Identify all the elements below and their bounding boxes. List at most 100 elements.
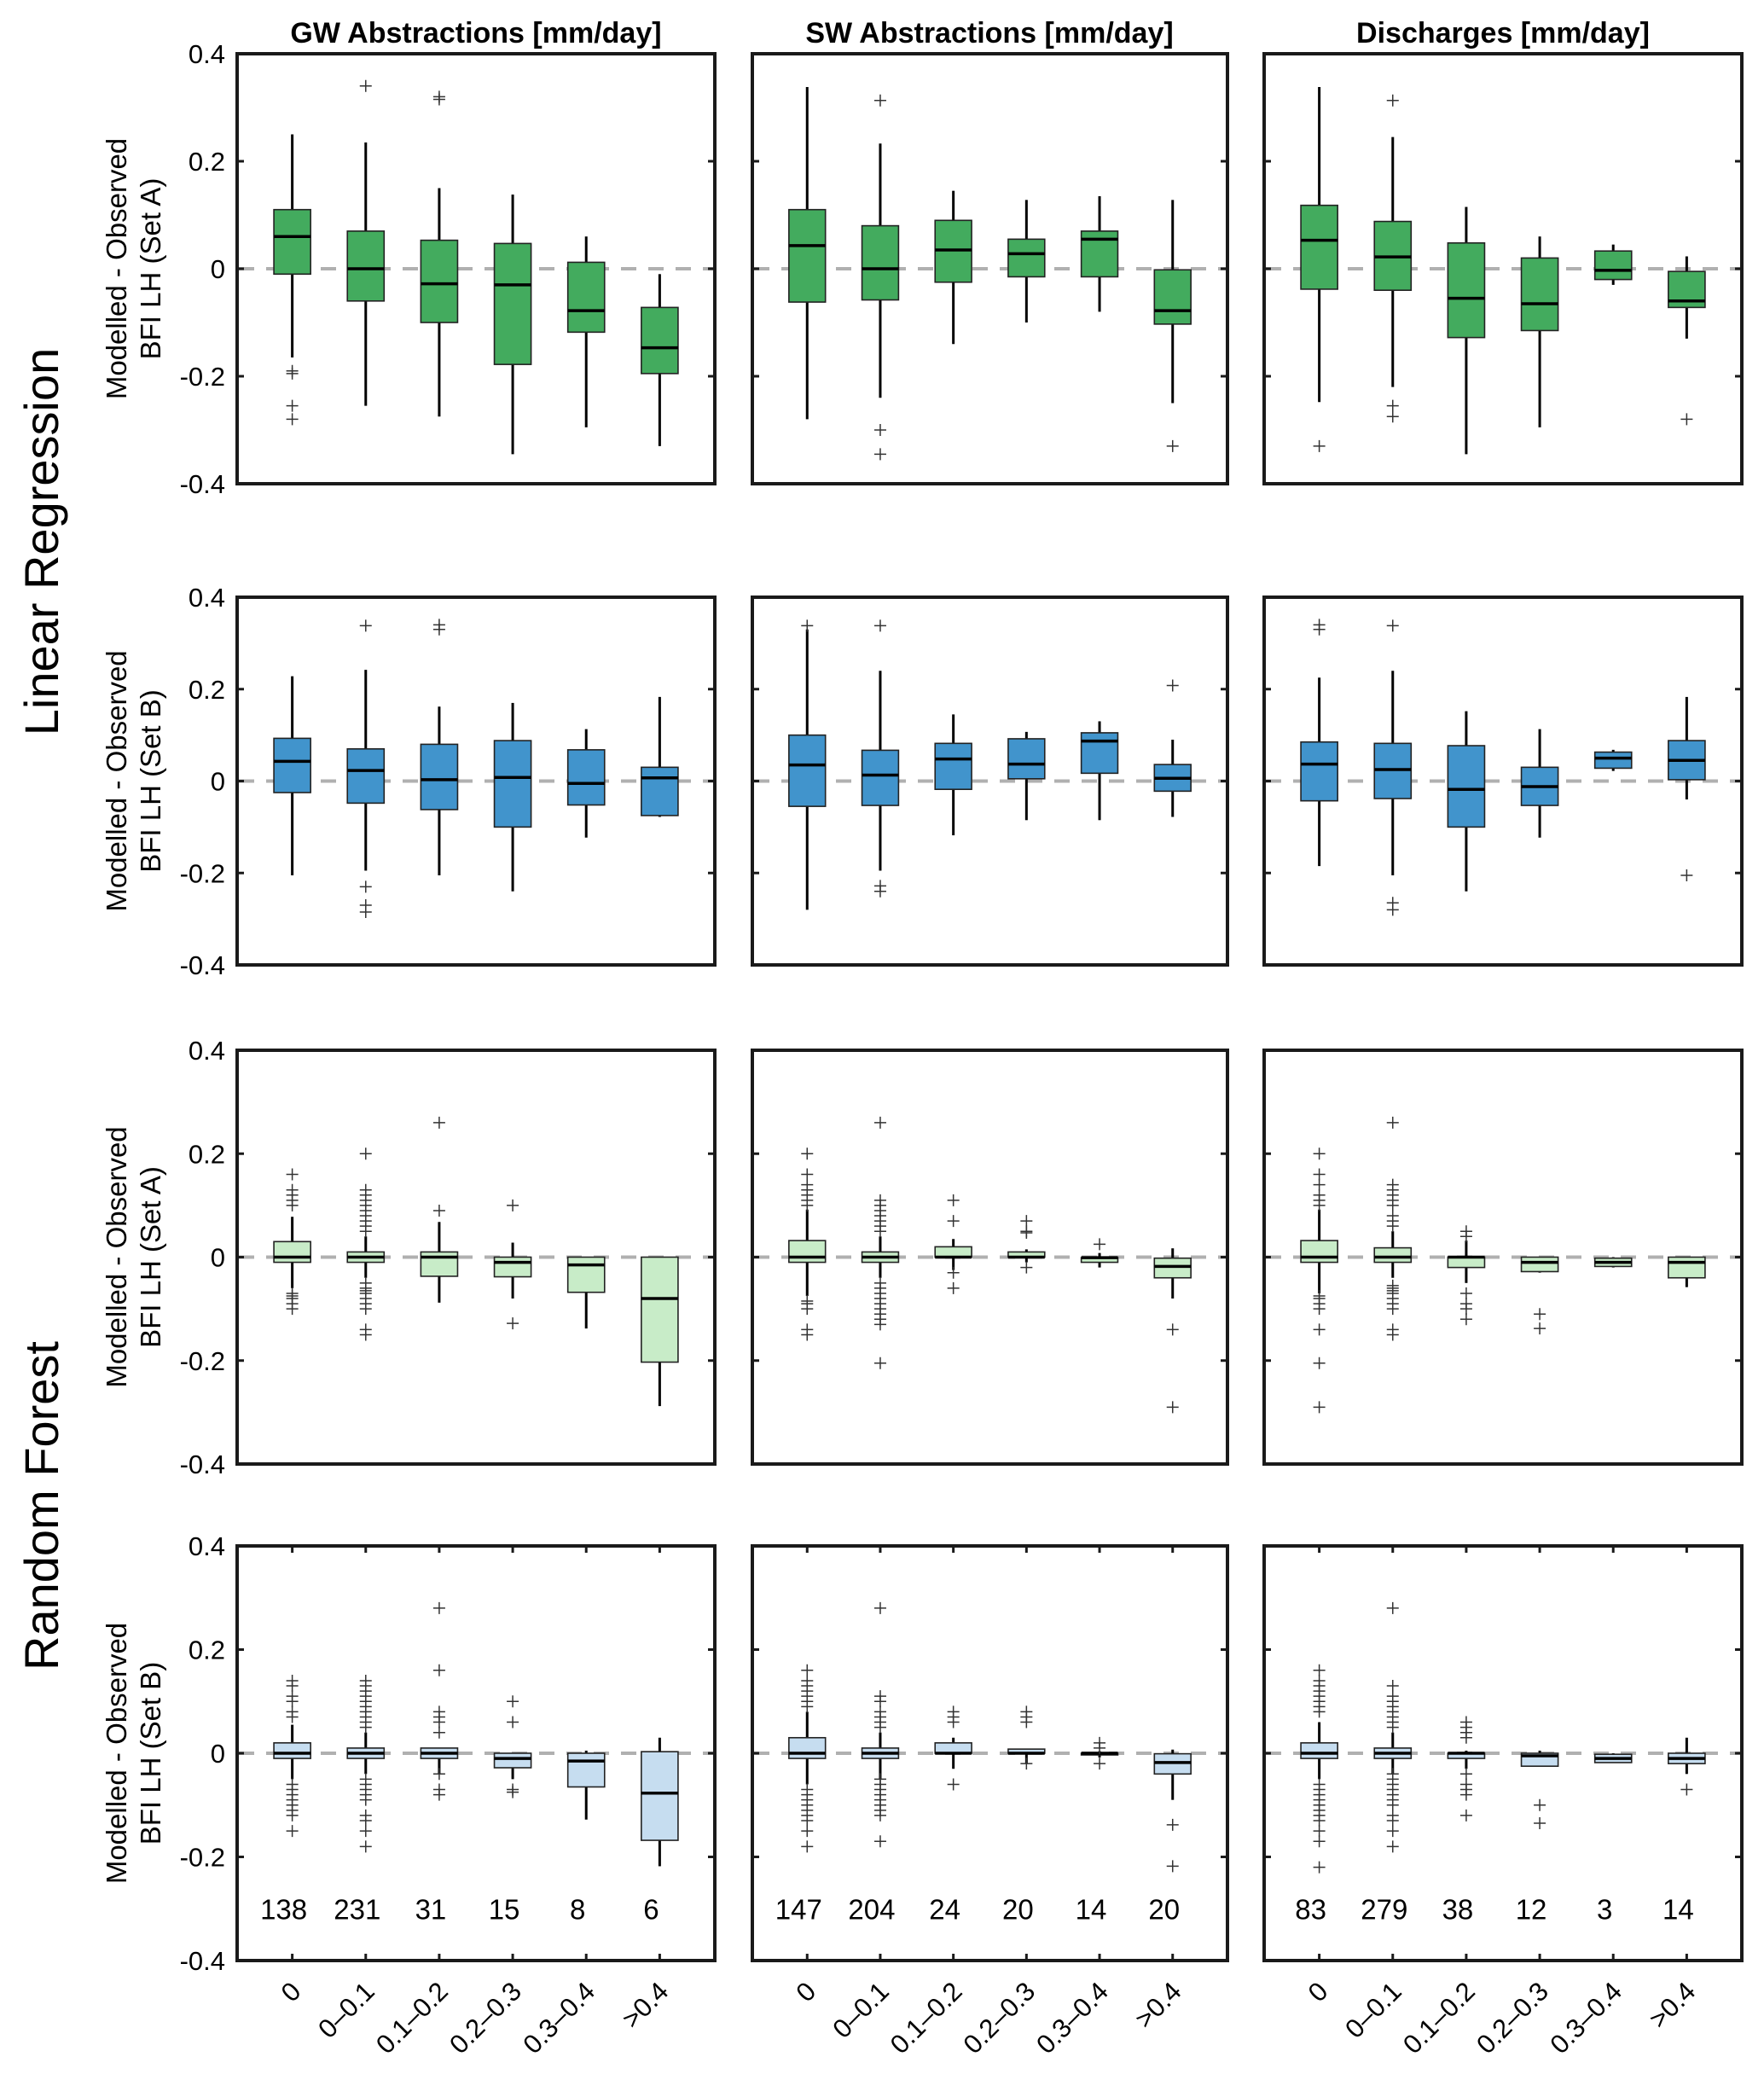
box-0–0.1 — [346, 1147, 386, 1341]
outlier-marker — [1313, 1814, 1326, 1827]
outlier-marker — [873, 1695, 886, 1708]
outlier-marker — [1386, 1303, 1399, 1316]
panel-r4-c3: 0 83 0–0.1 279 0.1–0.2 38 0.2–0.3 12 0.3–0.4 3 >0.… — [1262, 1544, 1744, 2060]
box-0 — [273, 1168, 311, 1316]
outlier-marker — [1534, 1308, 1546, 1321]
panel-r3-c2 — [751, 1049, 1229, 1466]
iqr-box — [934, 1246, 972, 1258]
iqr-box — [1520, 1256, 1559, 1273]
box-0.2–0.3 — [1520, 236, 1559, 427]
column-title-gw: GW Abstractions [mm/day] — [290, 17, 661, 49]
outlier-marker — [1094, 1238, 1106, 1251]
iqr-box — [273, 208, 311, 276]
x-tick-label: 0.2–0.3 — [444, 1976, 527, 2060]
outlier-marker — [1386, 1601, 1399, 1614]
panel-r2-c3 — [1262, 596, 1744, 967]
outlier-marker — [947, 1778, 960, 1791]
panel-r3-c3 — [1262, 1049, 1744, 1466]
outlier-marker — [1386, 1798, 1399, 1811]
outlier-marker — [873, 619, 886, 632]
panel-r3-c1 — [235, 1049, 717, 1466]
sample-count-label: 3 — [1597, 1893, 1612, 1925]
outlier-marker — [1680, 413, 1693, 426]
outlier-marker — [1534, 1817, 1546, 1830]
outlier-marker — [286, 1695, 299, 1708]
outlier-marker — [286, 1809, 299, 1821]
outlier-marker — [432, 1601, 445, 1614]
outlier-marker — [1313, 1401, 1326, 1414]
box-0 — [273, 676, 311, 875]
outlier-marker — [873, 1721, 886, 1734]
box-0.2–0.3 — [493, 1695, 532, 1798]
outlier-marker — [1459, 1287, 1472, 1299]
outlier-marker — [1313, 1357, 1326, 1369]
outlier-marker — [1386, 1825, 1399, 1838]
outlier-marker — [359, 1721, 372, 1734]
box->0.4 — [1668, 696, 1706, 881]
outlier-marker — [432, 619, 445, 631]
outlier-marker — [359, 1814, 372, 1827]
outlier-marker — [432, 90, 445, 103]
y-tick-label: 0.2 — [189, 1139, 225, 1169]
outlier-marker — [1313, 1861, 1326, 1874]
sample-count-label: 147 — [775, 1893, 822, 1925]
box-0.1–0.2 — [1447, 206, 1486, 455]
y-axis-label-line-1: Modelled - Observed — [101, 138, 132, 399]
outlier-marker — [947, 1266, 960, 1279]
y-axis-label: Modelled - ObservedBFI LH (Set B) — [101, 650, 166, 911]
panel-frame — [751, 1049, 1229, 1466]
outlier-marker — [1313, 619, 1326, 631]
outlier-marker — [801, 1814, 814, 1827]
sample-count-label: 204 — [848, 1893, 895, 1925]
outlier-marker — [286, 1680, 299, 1693]
box-0 — [273, 1674, 311, 1838]
row-title-random-forest: Random Forest — [15, 1341, 68, 1670]
iqr-box — [1300, 1240, 1338, 1264]
outlier-marker — [1680, 869, 1693, 881]
box-0.1–0.2 — [934, 1705, 972, 1791]
outlier-marker — [801, 1303, 814, 1316]
outlier-marker — [1459, 1731, 1472, 1744]
panel-frame — [751, 596, 1229, 967]
outlier-marker — [1386, 1721, 1399, 1734]
box-0.2–0.3 — [1520, 1750, 1559, 1830]
sample-count-label: 31 — [415, 1893, 447, 1925]
sample-count-label: 138 — [260, 1893, 307, 1925]
iqr-box — [566, 1256, 606, 1293]
panel-r2-c1 — [235, 596, 717, 967]
box->0.4 — [1153, 679, 1192, 817]
box-0–0.1 — [861, 619, 900, 898]
sample-count-label: 279 — [1361, 1893, 1407, 1925]
outlier-marker — [507, 1695, 519, 1708]
sample-count-label: 8 — [570, 1893, 585, 1925]
outlier-marker — [286, 1303, 299, 1316]
box->0.4 — [1668, 1737, 1706, 1796]
panel-r2-c2 — [751, 596, 1229, 967]
outlier-marker — [432, 1664, 445, 1676]
row-titles: Linear Regression Random Forest — [15, 348, 68, 1670]
box->0.4 — [1668, 1256, 1706, 1287]
outlier-marker — [286, 399, 299, 412]
outlier-marker — [801, 1147, 814, 1160]
outlier-marker — [1166, 1323, 1179, 1336]
x-tick-label: 0 — [790, 1976, 821, 2007]
outlier-marker — [1166, 439, 1179, 452]
outlier-marker — [873, 1116, 886, 1129]
panel-frame — [1262, 52, 1744, 485]
outlier-marker — [359, 1183, 372, 1196]
panel-frame — [235, 1049, 717, 1466]
box-0.2–0.3 — [493, 195, 532, 455]
outlier-marker — [507, 1716, 519, 1728]
iqr-box — [1373, 1246, 1413, 1264]
box-0.1–0.2 — [420, 1601, 459, 1801]
outlier-marker — [1386, 619, 1399, 632]
outlier-marker — [1459, 1313, 1472, 1326]
sample-count-label: 6 — [643, 1893, 659, 1925]
y-tick-label: 0 — [211, 254, 225, 284]
box-0–0.1 — [1373, 94, 1413, 423]
box-0.1–0.2 — [1447, 1225, 1486, 1326]
outlier-marker — [286, 367, 299, 380]
iqr-box — [641, 306, 679, 375]
iqr-box — [346, 230, 386, 302]
sample-count-label: 12 — [1516, 1893, 1547, 1925]
